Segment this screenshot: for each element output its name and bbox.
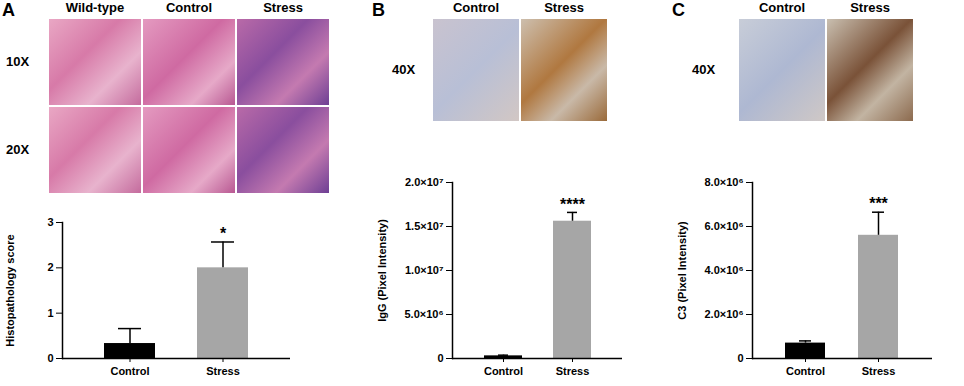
html-text:10X: 10X — [6, 54, 30, 69]
html-text:Stress: Stress — [263, 0, 303, 15]
svg-text:1.5×10⁷: 1.5×10⁷ — [405, 220, 444, 232]
svg-text:Control: Control — [484, 365, 523, 377]
html-text:40X: 40X — [392, 62, 416, 77]
html-text:40X: 40X — [692, 62, 716, 77]
svg-text:6.0×10⁶: 6.0×10⁶ — [704, 220, 743, 232]
svg-text:Stress: Stress — [206, 365, 240, 377]
svg-text:2: 2 — [47, 261, 53, 273]
svg-text:Control: Control — [786, 365, 825, 377]
html-text:B: B — [372, 0, 385, 20]
svg-text:****: **** — [560, 196, 586, 213]
svg-text:1.0×10⁷: 1.0×10⁷ — [405, 264, 444, 276]
html-text:Control: Control — [758, 0, 806, 15]
svg-text:Histopathology score: Histopathology score — [4, 234, 16, 346]
svg-text:*: * — [220, 225, 227, 242]
html-text:20X: 20X — [6, 142, 30, 157]
svg-text:Control: Control — [110, 365, 149, 377]
svg-text:1: 1 — [47, 307, 53, 319]
svg-text:3: 3 — [47, 216, 53, 228]
svg-text:Stress: Stress — [556, 365, 590, 377]
html-text:Wild-type: Wild-type — [65, 0, 125, 15]
svg-text:Stress: Stress — [862, 365, 896, 377]
html-text:Control: Control — [452, 0, 500, 15]
svg-text:IgG (Pixel Intensity): IgG (Pixel Intensity) — [376, 219, 388, 322]
svg-text:2.0×10⁷: 2.0×10⁷ — [405, 176, 444, 188]
svg-text:5.0×10⁶: 5.0×10⁶ — [404, 308, 443, 320]
svg-text:***: *** — [869, 195, 888, 212]
svg-text:2.0×10⁶: 2.0×10⁶ — [704, 308, 743, 320]
svg-text:4.0×10⁶: 4.0×10⁶ — [704, 264, 743, 276]
svg-text:0: 0 — [47, 352, 53, 364]
html-text:Stress: Stress — [544, 0, 584, 15]
svg-text:C3 (Pixel Intensity): C3 (Pixel Intensity) — [676, 221, 688, 320]
svg-text:0: 0 — [737, 352, 743, 364]
html-text:A: A — [2, 0, 15, 20]
html-text:C: C — [672, 0, 685, 20]
svg-text:0: 0 — [437, 352, 443, 364]
html-text:Stress: Stress — [850, 0, 890, 15]
html-text:Control: Control — [165, 0, 213, 15]
svg-text:8.0×10⁶: 8.0×10⁶ — [704, 176, 743, 188]
